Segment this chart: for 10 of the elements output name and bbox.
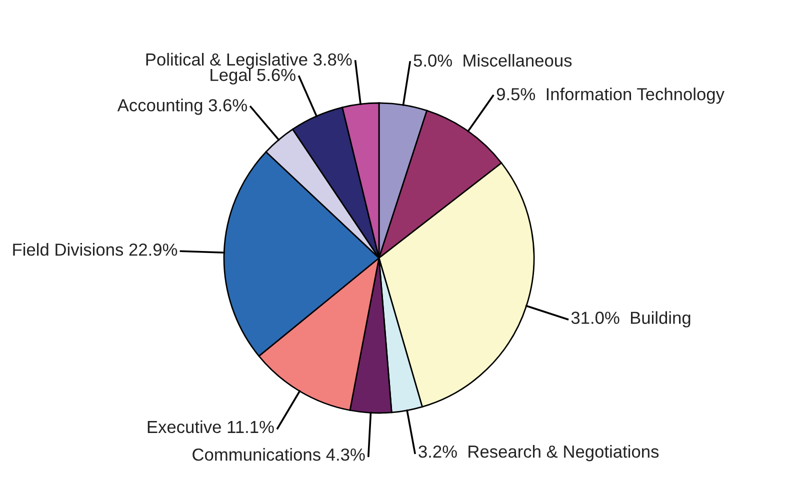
slice-label: Communications 4.3% xyxy=(192,448,365,461)
slice-label: 3.2% Research & Negotiations xyxy=(418,445,659,462)
slice-label: 9.5% Information Technology xyxy=(496,88,724,104)
slice-label: Political & Legislative 3.8% xyxy=(146,52,352,70)
slice-label: 5.0% Miscellaneous xyxy=(414,54,572,67)
slice-label: Accounting 3.6% xyxy=(117,98,248,115)
slice-label: Field Divisions 22.9% xyxy=(13,243,178,256)
slice-label: Executive 11.1% xyxy=(148,420,274,434)
slice-label: 31.0% Building xyxy=(571,311,690,328)
slice-label: Legal 5.6% xyxy=(210,68,296,85)
